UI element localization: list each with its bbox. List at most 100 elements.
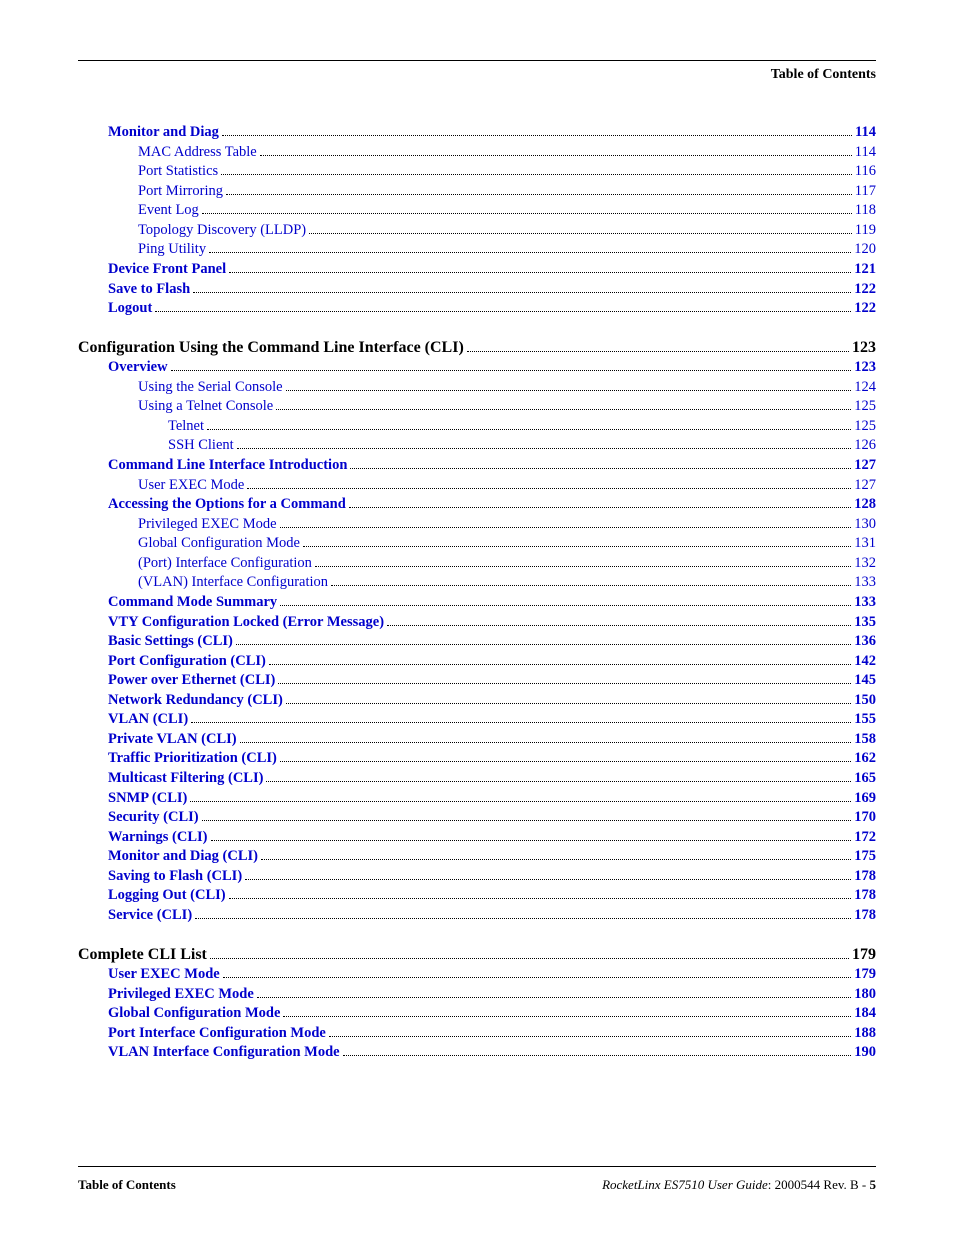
toc-entry-page[interactable]: 178	[854, 906, 876, 926]
toc-entry-label[interactable]: Private VLAN (CLI)	[108, 730, 237, 750]
toc-page-link[interactable]: 114	[855, 124, 876, 140]
toc-link[interactable]: MAC Address Table	[138, 144, 257, 160]
toc-entry-page[interactable]: 132	[854, 554, 876, 574]
toc-link[interactable]: Telnet	[168, 418, 204, 434]
toc-page-link[interactable]: 150	[854, 692, 876, 708]
toc-entry-label[interactable]: Traffic Prioritization (CLI)	[108, 749, 277, 769]
toc-entry-page[interactable]: 116	[855, 162, 876, 182]
toc-link[interactable]: (VLAN) Interface Configuration	[138, 574, 328, 590]
toc-entry-page[interactable]: 135	[854, 613, 876, 633]
toc-entry-label[interactable]: Overview	[108, 358, 168, 378]
toc-entry-label[interactable]: Power over Ethernet (CLI)	[108, 671, 275, 691]
toc-page-link[interactable]: 122	[854, 281, 876, 297]
toc-link[interactable]: Port Configuration (CLI)	[108, 653, 266, 669]
toc-entry-page[interactable]: 184	[854, 1004, 876, 1024]
toc-entry-label[interactable]: Saving to Flash (CLI)	[108, 867, 242, 887]
toc-link[interactable]: (Port) Interface Configuration	[138, 555, 312, 571]
toc-entry-page[interactable]: 127	[854, 476, 876, 496]
toc-link[interactable]: Logging Out (CLI)	[108, 887, 226, 903]
toc-entry-page[interactable]: 170	[854, 808, 876, 828]
toc-entry-page[interactable]: 128	[854, 495, 876, 515]
toc-entry-label[interactable]: VLAN Interface Configuration Mode	[108, 1043, 340, 1063]
toc-page-link[interactable]: 136	[854, 633, 876, 649]
toc-link[interactable]: Saving to Flash (CLI)	[108, 868, 242, 884]
toc-entry-page[interactable]: 122	[854, 280, 876, 300]
toc-entry-label[interactable]: Ping Utility	[138, 240, 206, 260]
toc-entry-label[interactable]: Telnet	[168, 417, 204, 437]
toc-entry-label[interactable]: Accessing the Options for a Command	[108, 495, 346, 515]
toc-entry-label[interactable]: Device Front Panel	[108, 260, 226, 280]
toc-page-link[interactable]: 142	[854, 653, 876, 669]
toc-link[interactable]: Port Mirroring	[138, 183, 223, 199]
toc-entry-label[interactable]: Logout	[108, 299, 152, 319]
toc-link[interactable]: SNMP (CLI)	[108, 790, 187, 806]
toc-entry-label[interactable]: SNMP (CLI)	[108, 789, 187, 809]
toc-entry-label[interactable]: Network Redundancy (CLI)	[108, 691, 283, 711]
toc-link[interactable]: Topology Discovery (LLDP)	[138, 222, 306, 238]
toc-entry-label[interactable]: Port Configuration (CLI)	[108, 652, 266, 672]
toc-page-link[interactable]: 190	[854, 1044, 876, 1060]
toc-page-link[interactable]: 114	[855, 144, 876, 160]
toc-entry-page[interactable]: 124	[854, 378, 876, 398]
toc-page-link[interactable]: 126	[854, 437, 876, 453]
toc-entry-label[interactable]: Warnings (CLI)	[108, 828, 208, 848]
toc-entry-label[interactable]: Multicast Filtering (CLI)	[108, 769, 263, 789]
toc-entry-page[interactable]: 155	[854, 710, 876, 730]
toc-link[interactable]: User EXEC Mode	[138, 477, 244, 493]
toc-page-link[interactable]: 158	[854, 731, 876, 747]
toc-link[interactable]: Global Configuration Mode	[138, 535, 300, 551]
toc-entry-label[interactable]: Global Configuration Mode	[108, 1004, 280, 1024]
toc-link[interactable]: Global Configuration Mode	[108, 1005, 280, 1021]
toc-entry-label[interactable]: Logging Out (CLI)	[108, 886, 226, 906]
toc-link[interactable]: Using a Telnet Console	[138, 398, 273, 414]
toc-entry-label[interactable]: Using the Serial Console	[138, 378, 283, 398]
toc-link[interactable]: Monitor and Diag (CLI)	[108, 848, 258, 864]
toc-link[interactable]: Privileged EXEC Mode	[108, 986, 254, 1002]
toc-page-link[interactable]: 180	[854, 986, 876, 1002]
toc-link[interactable]: VLAN Interface Configuration Mode	[108, 1044, 340, 1060]
toc-entry-page[interactable]: 114	[855, 143, 876, 163]
toc-link[interactable]: Ping Utility	[138, 241, 206, 257]
toc-entry-page[interactable]: 172	[854, 828, 876, 848]
toc-page-link[interactable]: 133	[854, 594, 876, 610]
toc-entry-page[interactable]: 130	[854, 515, 876, 535]
toc-entry-page[interactable]: 119	[855, 221, 876, 241]
toc-entry-page[interactable]: 133	[854, 573, 876, 593]
toc-link[interactable]: Power over Ethernet (CLI)	[108, 672, 275, 688]
toc-entry-label[interactable]: Save to Flash	[108, 280, 190, 300]
toc-page-link[interactable]: 169	[854, 790, 876, 806]
toc-entry-page[interactable]: 145	[854, 671, 876, 691]
toc-page-link[interactable]: 170	[854, 809, 876, 825]
toc-entry-label[interactable]: Monitor and Diag (CLI)	[108, 847, 258, 867]
toc-entry-label[interactable]: (VLAN) Interface Configuration	[138, 573, 328, 593]
toc-entry-label[interactable]: Service (CLI)	[108, 906, 192, 926]
toc-entry-page[interactable]: 136	[854, 632, 876, 652]
toc-entry-page[interactable]: 142	[854, 652, 876, 672]
toc-entry-page[interactable]: 125	[854, 397, 876, 417]
toc-entry-label[interactable]: SSH Client	[168, 436, 234, 456]
toc-page-link[interactable]: 145	[854, 672, 876, 688]
toc-page-link[interactable]: 124	[854, 379, 876, 395]
toc-link[interactable]: Service (CLI)	[108, 907, 192, 923]
toc-entry-page[interactable]: 150	[854, 691, 876, 711]
toc-link[interactable]: Basic Settings (CLI)	[108, 633, 233, 649]
toc-link[interactable]: Network Redundancy (CLI)	[108, 692, 283, 708]
toc-link[interactable]: Private VLAN (CLI)	[108, 731, 237, 747]
toc-entry-label[interactable]: Port Mirroring	[138, 182, 223, 202]
toc-link[interactable]: Security (CLI)	[108, 809, 199, 825]
toc-entry-label[interactable]: Basic Settings (CLI)	[108, 632, 233, 652]
toc-page-link[interactable]: 125	[854, 398, 876, 414]
toc-entry-page[interactable]: 179	[854, 965, 876, 985]
toc-page-link[interactable]: 178	[854, 868, 876, 884]
toc-entry-page[interactable]: 165	[854, 769, 876, 789]
toc-entry-page[interactable]: 126	[854, 436, 876, 456]
toc-link[interactable]: Logout	[108, 300, 152, 316]
toc-entry-page[interactable]: 178	[854, 886, 876, 906]
toc-page-link[interactable]: 120	[854, 241, 876, 257]
toc-page-link[interactable]: 125	[854, 418, 876, 434]
toc-entry-page[interactable]: 117	[855, 182, 876, 202]
toc-entry-label[interactable]: Global Configuration Mode	[138, 534, 300, 554]
toc-entry-label[interactable]: Using a Telnet Console	[138, 397, 273, 417]
toc-entry-page[interactable]: 169	[854, 789, 876, 809]
toc-page-link[interactable]: 132	[854, 555, 876, 571]
